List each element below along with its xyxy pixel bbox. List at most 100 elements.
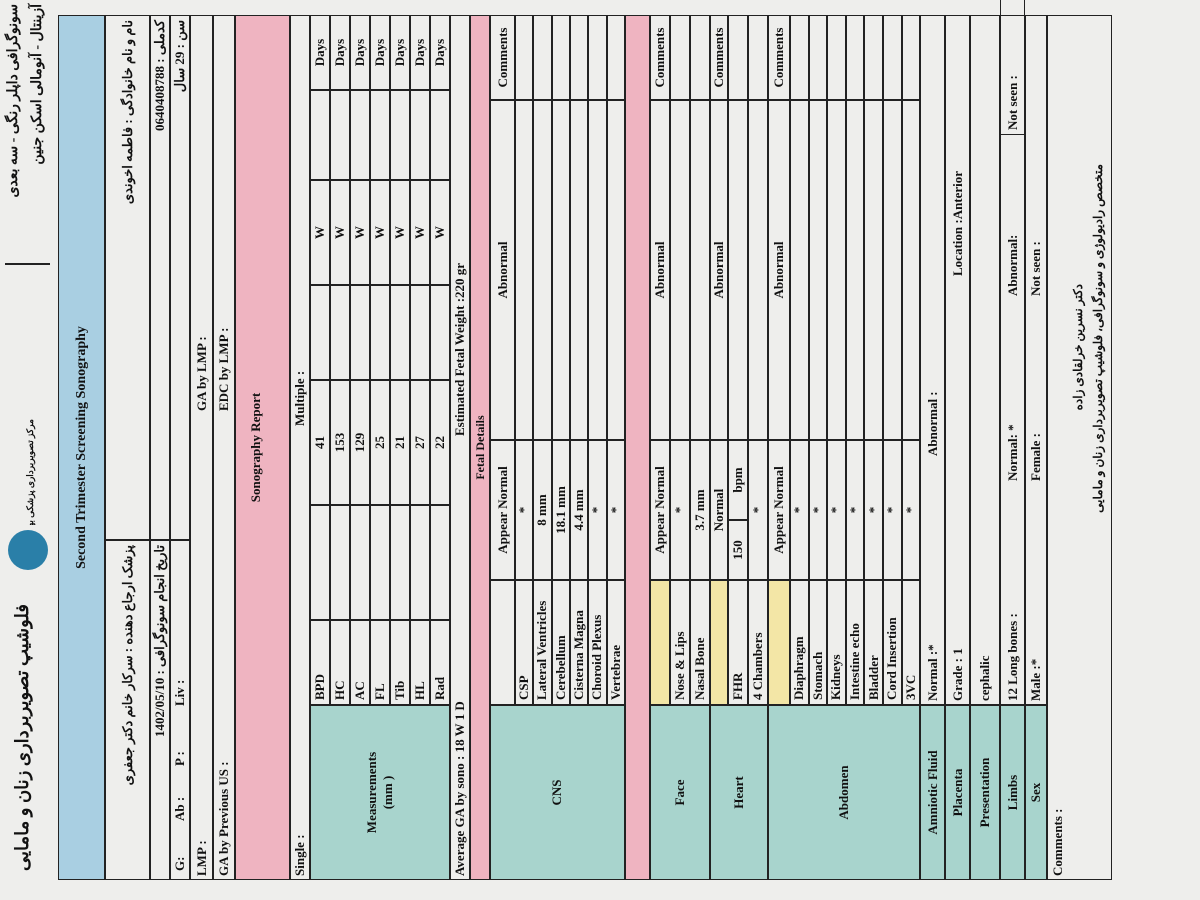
cell (350, 90, 370, 180)
multiple: Multiple : (292, 370, 307, 426)
cell (790, 15, 809, 100)
patient-name: نام و نام خانوادگی : فاطمه اخوندی (105, 15, 150, 540)
header-divider (5, 263, 50, 265)
row-label: Cerebellum (551, 580, 570, 705)
column-header: Abnormal (650, 100, 670, 440)
finding-label: Presentation (970, 705, 1000, 880)
finding-item: cephalic (977, 655, 992, 702)
cell (430, 90, 450, 180)
ga-lmp: GA by LMP : (193, 336, 209, 411)
doctor-name: دکتر نسرین خرلقادی زاده (1070, 284, 1085, 411)
row-value: * (606, 440, 625, 580)
column-header: Comments (650, 15, 670, 100)
row-value: 8 mm (533, 440, 552, 580)
column-header: Abnormal (710, 100, 728, 440)
cell (845, 100, 865, 440)
cell (515, 100, 534, 440)
section-name: CNS (490, 705, 625, 880)
fetal-details: Fetal Details (470, 15, 490, 880)
row-label: FHR (728, 580, 748, 705)
measure-value: 41 (310, 380, 330, 505)
cell (370, 90, 390, 180)
finding-item: Abnormal: (1004, 234, 1020, 296)
row-label: Bladder (864, 580, 883, 705)
measure-name: Rad (430, 620, 450, 705)
report-heading: Sonography Report (235, 15, 290, 880)
finding-item: Male :* (1028, 658, 1043, 701)
lmp: LMP : (193, 840, 209, 876)
cell (808, 15, 828, 100)
cell (588, 15, 607, 100)
cell (390, 285, 410, 380)
measure-value: 27 (410, 380, 430, 505)
cell (533, 15, 552, 100)
cell (748, 15, 768, 100)
referrer: پزشک ارجاع دهنده : سرکار خانم دکتر جعفری (105, 540, 150, 880)
cell (551, 15, 570, 100)
cell (551, 100, 570, 440)
cell (515, 15, 534, 100)
column-header: Normal (710, 440, 728, 580)
finding-item: Normal :* (924, 644, 940, 701)
cell (883, 100, 902, 440)
measure-value: 153 (330, 380, 350, 505)
obstetric-field: P : (172, 751, 187, 766)
cell (330, 505, 350, 620)
exam-date: تاریخ انجام سونوگرافی : 1402/05/10 (150, 540, 170, 880)
weeks-unit: W (430, 180, 450, 285)
fetal-weight: Estimated Fetal Weight :220 gr (452, 262, 467, 436)
cell (410, 285, 430, 380)
weeks-unit: W (410, 180, 430, 285)
row-value: * (827, 440, 846, 580)
finding-label: Amniotic Fluid (920, 705, 945, 880)
section-name: Abdomen (768, 705, 921, 880)
cell (410, 505, 430, 620)
column-header: Abnormal (490, 100, 515, 440)
cell (569, 100, 589, 440)
cell (310, 505, 330, 620)
row-value: * (808, 440, 828, 580)
cell (690, 15, 710, 100)
cell (569, 15, 589, 100)
row-value: * (864, 440, 883, 580)
cell (606, 15, 625, 100)
cell (728, 100, 748, 440)
row-unit: bpm (728, 440, 748, 520)
finding-item: Normal: * (1004, 424, 1020, 481)
group-label: Measurements (mm ) (310, 705, 450, 880)
measure-name: AC (350, 620, 370, 705)
finding-label: Placenta (945, 705, 970, 880)
measure-value: 21 (390, 380, 410, 505)
cell (670, 15, 690, 100)
row-value: * (790, 440, 809, 580)
finding-item: Not seen : (1000, 0, 1025, 135)
cell (827, 15, 846, 100)
row-label: Diaphragm (790, 580, 809, 705)
days-unit: Days (410, 15, 430, 90)
row-value: 18.1 mm (551, 440, 570, 580)
column-header: Comments (768, 15, 790, 100)
cell (768, 580, 790, 705)
logo-text: مرکز تصویربرداری پزشکی بهار (24, 419, 35, 525)
row-label: CSP (515, 580, 534, 705)
days-unit: Days (370, 15, 390, 90)
days-unit: Days (430, 15, 450, 90)
measure-value: 25 (370, 380, 390, 505)
cell (650, 580, 670, 705)
cell (430, 285, 450, 380)
row-label: Nasal Bone (690, 580, 710, 705)
column-header: Appear Normal (768, 440, 790, 580)
column-header: Abnormal (768, 100, 790, 440)
cell (901, 15, 921, 100)
row-label: Nose & Lips (670, 580, 690, 705)
measure-name: BPD (310, 620, 330, 705)
measure-name: HL (410, 620, 430, 705)
measure-value: 22 (430, 380, 450, 505)
single: Single : (292, 834, 307, 876)
cell (690, 100, 710, 440)
measure-name: Tib (390, 620, 410, 705)
row-label: Stomach (808, 580, 828, 705)
cell (864, 15, 883, 100)
specialty: متخصص رادیولوژی و سونوگرافی، فلوشیپ تصوی… (1090, 164, 1105, 513)
cell (390, 90, 410, 180)
